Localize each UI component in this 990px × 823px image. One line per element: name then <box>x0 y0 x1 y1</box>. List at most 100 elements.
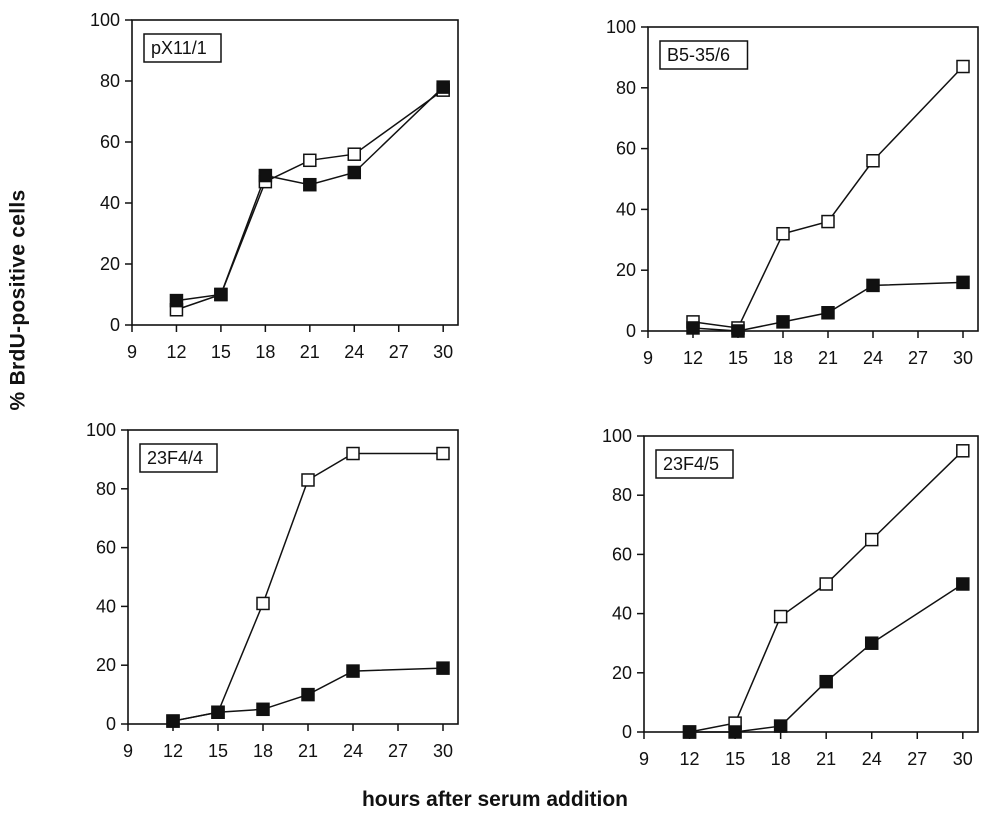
series-line-filled <box>172 667 444 722</box>
y-tick-label: 20 <box>616 260 636 280</box>
y-tick-label: 60 <box>96 538 116 558</box>
x-tick-label: 30 <box>953 749 973 769</box>
y-tick-label: 100 <box>606 17 636 37</box>
open-square-marker <box>346 446 360 461</box>
x-tick-label: 21 <box>818 348 838 368</box>
y-tick-label: 100 <box>86 420 116 440</box>
filled-square-marker <box>303 177 317 192</box>
x-tick-label: 24 <box>344 342 364 362</box>
panel-tag-box <box>139 443 218 473</box>
y-tick-label: 80 <box>612 485 632 505</box>
filled-square-marker <box>864 636 879 650</box>
x-tick-label: 12 <box>683 348 703 368</box>
y-axis-title: % BrdU-positive cells <box>4 120 34 480</box>
series-line-filled <box>692 281 964 332</box>
x-tick-label: 18 <box>771 749 791 769</box>
y-tick-label: 40 <box>612 604 632 624</box>
x-tick-label: 21 <box>298 741 318 761</box>
x-tick-label: 27 <box>907 749 927 769</box>
plot-frame <box>127 429 459 725</box>
plot-frame <box>647 26 979 332</box>
panel-tag-label: 23F4/4 <box>147 448 203 468</box>
filled-square-marker <box>866 278 880 293</box>
panel-23f4-5: 0 20 40 60 80 100 9 12 15 18 21 24 27 30 23F4/5 <box>602 426 979 769</box>
series-line-open <box>176 89 444 311</box>
x-tick-label: 9 <box>123 741 133 761</box>
x-tick-label: 21 <box>300 342 320 362</box>
open-square-marker <box>347 147 362 161</box>
x-tick-label: 21 <box>816 749 836 769</box>
filled-square-marker <box>731 324 745 338</box>
y-tick-label: 0 <box>110 315 120 335</box>
x-tick-label: 15 <box>211 342 231 362</box>
series-line-open <box>692 66 964 329</box>
x-tick-label: 15 <box>725 749 745 769</box>
filled-square-marker <box>682 725 697 739</box>
filled-square-marker <box>166 714 180 728</box>
x-tick-label: 24 <box>343 741 363 761</box>
panel-tag-box <box>655 449 734 479</box>
filled-square-marker <box>686 321 700 335</box>
filled-square-marker <box>346 664 360 678</box>
y-tick-label: 60 <box>616 139 636 159</box>
y-tick-label: 40 <box>96 596 116 616</box>
filled-square-marker <box>821 306 835 320</box>
y-tick-label: 100 <box>90 10 120 30</box>
y-tick-label: 20 <box>100 254 120 274</box>
x-axis-title: hours after serum addition <box>361 788 629 811</box>
open-square-marker <box>776 226 790 241</box>
y-tick-label: 100 <box>602 426 632 446</box>
open-square-marker <box>256 596 270 611</box>
x-tick-label: 30 <box>433 741 453 761</box>
x-tick-label: 27 <box>908 348 928 368</box>
series-line-open <box>172 452 443 722</box>
filled-square-marker <box>301 687 315 702</box>
filled-square-marker <box>214 287 228 302</box>
x-tick-label: 12 <box>680 749 700 769</box>
panel-b5-35-6: 0 20 40 60 80 100 9 12 15 18 21 24 27 30 B5-35/6 <box>606 17 979 368</box>
panel-tag-box <box>659 40 749 70</box>
x-tick-label: 18 <box>253 741 273 761</box>
series-line-filled <box>689 583 964 733</box>
open-square-marker <box>864 532 879 547</box>
x-tick-label: 18 <box>255 342 275 362</box>
x-tick-label: 27 <box>389 342 409 362</box>
y-tick-label: 0 <box>622 722 632 742</box>
filled-square-marker <box>347 165 362 180</box>
y-tick-label: 60 <box>100 132 120 152</box>
filled-square-marker <box>436 661 450 675</box>
plot-frame <box>131 19 459 326</box>
x-tick-label: 9 <box>127 342 137 362</box>
y-tick-label: 20 <box>612 663 632 683</box>
panel-tag-box <box>143 33 222 63</box>
y-tick-label: 0 <box>626 321 636 341</box>
plot-frame <box>643 435 979 733</box>
y-tick-label: 40 <box>616 199 636 219</box>
x-tick-label: 15 <box>208 741 228 761</box>
x-tick-label: 12 <box>163 741 183 761</box>
series-line-filled <box>176 86 444 302</box>
open-square-marker <box>866 154 880 168</box>
y-tick-label: 0 <box>106 714 116 734</box>
panel-tag-label: B5-35/6 <box>667 45 730 65</box>
filled-square-marker <box>169 293 184 308</box>
x-tick-label: 24 <box>863 348 883 368</box>
open-square-marker <box>773 609 788 624</box>
filled-square-marker <box>956 577 970 591</box>
y-tick-label: 40 <box>100 193 120 213</box>
open-square-marker <box>436 446 450 461</box>
y-tick-label: 80 <box>96 479 116 499</box>
filled-square-marker <box>436 80 450 94</box>
filled-square-marker <box>776 315 790 329</box>
open-square-marker <box>956 59 970 74</box>
filled-square-marker <box>956 275 970 290</box>
open-square-marker <box>303 153 317 168</box>
filled-square-marker <box>773 719 788 733</box>
x-tick-label: 24 <box>862 749 882 769</box>
panel-px11-1: 0 20 40 60 80 100 9 12 15 18 21 24 27 30 pX11/1 <box>90 10 459 362</box>
open-square-marker <box>301 473 315 487</box>
y-tick-label: 80 <box>616 78 636 98</box>
open-square-marker <box>821 214 835 229</box>
filled-square-marker <box>256 702 270 717</box>
x-tick-label: 30 <box>433 342 453 362</box>
